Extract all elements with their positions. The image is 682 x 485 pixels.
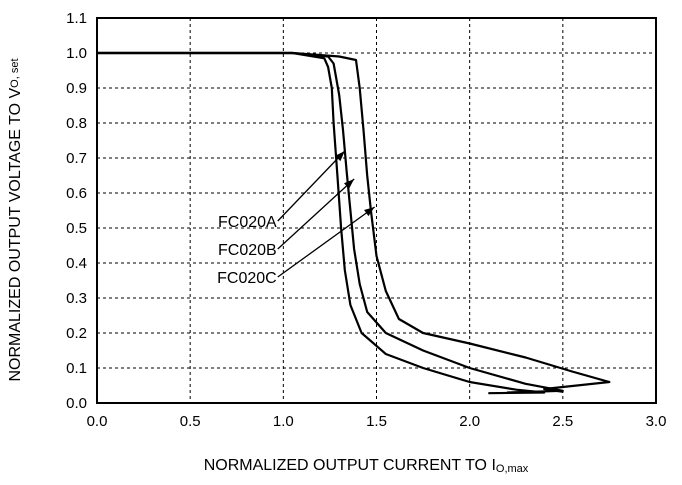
grid-lines [97, 18, 656, 403]
y-tick-label: 0.9 [66, 80, 87, 97]
annotation-arrow [277, 178, 355, 250]
x-tick-label: 2.0 [459, 413, 480, 430]
series-line-fc020c [97, 51, 611, 393]
series-lines [97, 51, 611, 395]
y-axis-ticks: 0.0 0.1 0.2 0.3 0.4 0.5 0.6 0.7 0.8 0.9 1.0 1.1 [66, 10, 87, 412]
annotation-arrow [277, 206, 376, 278]
series-label: FC020B [218, 242, 277, 259]
y-tick-label: 1.0 [66, 45, 87, 62]
series-label: FC020A [218, 214, 277, 231]
x-tick-label: 1.5 [366, 413, 387, 430]
y-axis-label: NORMALIZED OUTPUT VOLTAGE TO VO, set [7, 58, 24, 381]
x-tick-label: 3.0 [646, 413, 667, 430]
y-tick-label: 0.2 [66, 325, 87, 342]
series-label: FC020C [217, 270, 277, 287]
x-tick-label: 1.0 [273, 413, 294, 430]
y-tick-label: 0.7 [66, 150, 87, 167]
series-line-fc020b [97, 51, 564, 394]
y-tick-label: 0.0 [66, 395, 87, 412]
arrowhead-icon [334, 151, 345, 162]
x-tick-label: 0.5 [180, 413, 201, 430]
x-tick-label: 2.5 [552, 413, 573, 430]
arrowhead-icon [364, 207, 375, 217]
y-tick-label: 0.6 [66, 185, 87, 202]
x-axis-label: NORMALIZED OUTPUT CURRENT TO IO,max [204, 457, 529, 475]
y-tick-label: 0.1 [66, 360, 87, 377]
annotations: FC020A FC020B FC020C [217, 150, 376, 287]
arrowhead-icon [343, 179, 355, 189]
y-tick-label: 0.8 [66, 115, 87, 132]
plot-frame [96, 17, 657, 404]
x-tick-label: 0.0 [87, 413, 108, 430]
y-tick-label: 0.3 [66, 290, 87, 307]
y-tick-label: 1.1 [66, 10, 87, 27]
x-axis-ticks: 0.0 0.5 1.0 1.5 2.0 2.5 3.0 [87, 413, 667, 430]
annotation-arrow [277, 150, 346, 222]
y-tick-label: 0.5 [66, 220, 87, 237]
series-line-fc020a [97, 51, 546, 395]
y-tick-label: 0.4 [66, 255, 87, 272]
